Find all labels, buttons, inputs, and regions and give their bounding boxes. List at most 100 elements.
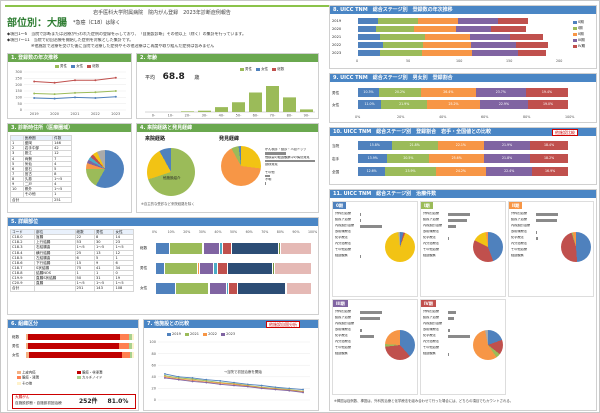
stacked-bar: 10.3% 20.2% 26.4% 23.7% 19.4%	[358, 88, 568, 97]
treatment-label: 放射線療法	[335, 328, 351, 331]
bar-segment	[131, 343, 134, 349]
bar-segment	[376, 26, 414, 32]
route-footnote: ※自主的な受診など来院経路を除く	[141, 202, 195, 206]
treatment-label: 内分泌療法	[423, 340, 439, 343]
bar-segment	[232, 243, 280, 254]
bar-segment: 19.0%	[528, 100, 568, 109]
x-tick-label: 90-	[304, 114, 310, 118]
treatment-bar	[360, 335, 374, 338]
legend-label: 2021	[190, 332, 199, 336]
bar-segment	[131, 352, 134, 358]
treatment-label: 放射線療法	[335, 230, 351, 233]
axis-tick-label: 0%	[152, 230, 158, 234]
bar-segment: 11.0%	[358, 100, 382, 109]
bar-segment	[26, 343, 29, 349]
bar-segment: 21.8%	[391, 141, 438, 150]
treatment-label: 化学療法	[335, 334, 348, 337]
legend-swatch	[77, 376, 81, 379]
bar-segment	[358, 50, 380, 56]
treatment-bar	[360, 317, 380, 320]
section-stage-trend: 8. UICC TNM 総合ステージ別 登録数の年次推移 2019 2020 202…	[329, 5, 597, 69]
treatment-pie	[473, 330, 503, 360]
data-point	[164, 377, 166, 379]
y-tick-label: 80	[152, 352, 156, 356]
route-pie	[147, 148, 195, 196]
treatment-label: その他治療	[335, 346, 351, 349]
treatment-label: 内視鏡的治療	[423, 322, 443, 325]
x-tick-label: 20-	[185, 114, 191, 118]
bar-segment	[128, 343, 132, 349]
section-stage-sex: 9. UICC TNM 総合ステージ別 男女別 登録割合 男性 10.3% 20.2…	[329, 73, 597, 123]
bar-segment: 24.2%	[435, 167, 487, 176]
summary-box: 大腸がん 自施設診断・自施設初回治療 252件 81.0%	[12, 394, 136, 409]
year-label: 2023	[332, 51, 342, 55]
stage-block: III期 外科的治療 鏡視下治療 内視鏡的治療 放射線療法 化学療法 内分泌療法 その他治療経…	[332, 299, 418, 395]
route-pie-label: 他施設紹介	[163, 176, 181, 180]
table-cell: C18.6	[9, 259, 36, 266]
data-point	[219, 379, 222, 382]
section-route: 4. 来院経路と発見経緯 来院経路 他施設紹介 発見経緯 がん検診・健診・人間ド…	[136, 123, 319, 213]
histology-legend: 上皮内癌 腺癌・非浸潤腺癌・浸潤 カルチノイドその他	[14, 370, 136, 387]
registration-trend-chart: 300 250 200 150 100 50 0 2019 2020 2021 2022 2023	[15, 70, 126, 116]
table-total-row: 合計 251	[9, 196, 72, 203]
treatment-label: 外科的治療	[423, 310, 439, 313]
avg-label: 平均	[145, 75, 156, 81]
data-point	[33, 80, 36, 83]
treatment-label: 内視鏡的治療	[335, 322, 355, 325]
section-header: 9. UICC TNM 総合ステージ別 男女別 登録割合	[330, 74, 596, 82]
section-stage-treatment: 11. UICC TNM 総合ステージ別 治療件数 0期 外科的治療 鏡視下治療 内視…	[329, 189, 597, 411]
stacked-bar	[358, 42, 548, 48]
treatment-label: 放射線療法	[423, 230, 439, 233]
axis-tick-label: 80%	[276, 230, 284, 234]
discovery-row: 他疾患の経過観察中の偶然発見	[265, 156, 317, 163]
treatment-label: 化学療法	[335, 236, 348, 239]
note-line: ◆項目7〜11 当院で初回治療を開始した症例を対象とした集計です。	[7, 38, 134, 42]
stacked-bar: 11.0% 21.9% 25.2% 22.9% 19.0%	[358, 100, 568, 109]
bar-row-label: 女性	[140, 286, 148, 290]
legend-label: 男性	[60, 64, 67, 68]
data-point	[177, 378, 180, 381]
data-point	[164, 373, 166, 375]
treatment-bar	[448, 335, 470, 338]
discovery-label: 不明	[265, 178, 272, 181]
axis-tick-label: 70%	[261, 230, 269, 234]
avg-unit: 歳	[194, 75, 200, 81]
treatment-label: 外科的治療	[335, 310, 351, 313]
stage-compare-bars: 当院 15.8% 21.8% 22.1% 21.9% 18.4% 岩手 13.9% 20.5% 2…	[332, 141, 594, 181]
legend-label: I期	[578, 26, 583, 30]
table-cell: C18.8	[9, 269, 36, 277]
bar-segment	[286, 283, 288, 294]
stage-block: II期 外科的治療 鏡視下治療 内視鏡的治療 放射線療法 化学療法 内分泌療法 その他治療 経過…	[508, 201, 594, 297]
bar-segment	[456, 26, 491, 32]
stacked-bar	[26, 343, 134, 349]
bar-segment	[279, 243, 281, 254]
stage-title: 0期	[333, 202, 347, 209]
bar-row-label: 女性	[12, 353, 20, 357]
bar-segment	[210, 283, 228, 294]
data-point	[53, 93, 56, 96]
treatment-bar	[360, 311, 382, 314]
treatment-bar	[536, 237, 538, 240]
bar-segment	[472, 50, 518, 56]
legend-item: 腺癌・浸潤	[14, 376, 74, 381]
legend-label: 腺癌・浸潤	[22, 375, 39, 380]
table-cell: 143	[94, 285, 115, 292]
bar-segment	[26, 352, 30, 358]
legend-label: IV期	[578, 44, 586, 48]
legend-label: 腺癌・非浸潤	[82, 370, 103, 374]
discovery-pie	[221, 146, 261, 186]
x-tick-label: 2019	[30, 112, 39, 116]
bar-segment	[518, 50, 546, 56]
legend-label: 上皮内癌	[22, 370, 36, 374]
top-accent-line	[5, 5, 597, 7]
axis-tick-label: 20%	[183, 230, 191, 234]
bar-segment	[156, 243, 171, 254]
data-point	[274, 388, 277, 391]
treatment-label: その他治療	[511, 248, 527, 251]
data-point	[260, 384, 263, 387]
bar-segment	[156, 263, 166, 274]
treatment-label: 鏡視下治療	[423, 218, 439, 221]
age-bar	[283, 97, 296, 112]
treatment-label: 内視鏡的治療	[423, 224, 443, 227]
treatment-pie	[385, 330, 415, 360]
